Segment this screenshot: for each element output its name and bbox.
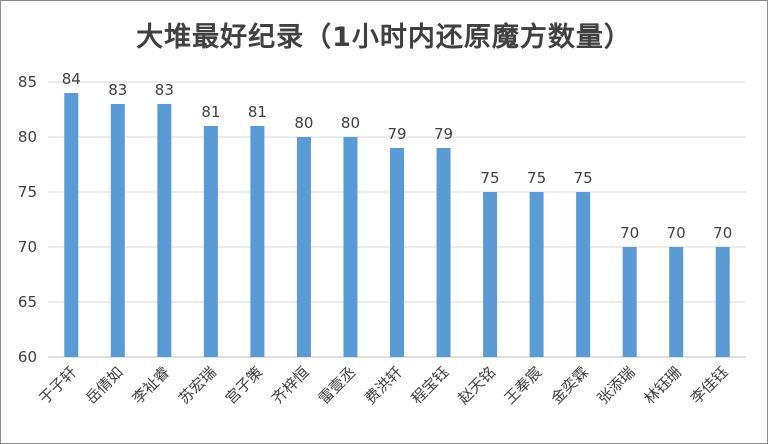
data-label: 81 xyxy=(248,103,267,121)
y-tick-label: 60 xyxy=(18,348,37,366)
data-label: 75 xyxy=(574,169,593,187)
data-label: 79 xyxy=(387,125,406,143)
bar xyxy=(296,137,311,357)
data-label: 80 xyxy=(294,114,313,132)
bar xyxy=(110,104,125,357)
y-tick-label: 70 xyxy=(18,238,37,256)
data-label: 70 xyxy=(713,224,732,242)
data-label: 79 xyxy=(434,125,453,143)
y-axis-ticks: 60 65 70 75 80 85 xyxy=(18,73,37,366)
y-tick-label: 80 xyxy=(18,128,37,146)
x-category-label: 程宝钰 xyxy=(408,363,453,408)
data-label: 70 xyxy=(620,224,639,242)
bar xyxy=(529,192,544,357)
x-category-label: 宫子策 xyxy=(222,363,267,408)
bar xyxy=(203,126,218,357)
data-label: 80 xyxy=(341,114,360,132)
x-category-label: 费洪轩 xyxy=(361,363,406,408)
data-label: 84 xyxy=(62,70,81,88)
bar xyxy=(250,126,265,357)
bar xyxy=(483,192,498,357)
x-category-label: 李佳钰 xyxy=(687,363,732,408)
data-label: 83 xyxy=(155,81,174,99)
bar xyxy=(390,148,404,357)
data-label: 75 xyxy=(527,169,546,187)
bar xyxy=(669,247,684,357)
bar xyxy=(64,93,79,357)
x-category-label: 赵天铭 xyxy=(454,363,499,408)
x-category-label: 岳倩如 xyxy=(82,363,127,408)
data-label: 81 xyxy=(201,103,220,121)
bar xyxy=(436,148,451,357)
y-tick-label: 85 xyxy=(18,73,37,91)
x-category-label: 雷壹丞 xyxy=(315,363,360,408)
bar xyxy=(622,247,637,357)
y-tick-label: 65 xyxy=(18,293,37,311)
bar xyxy=(576,192,591,357)
data-label: 70 xyxy=(667,224,686,242)
y-tick-label: 75 xyxy=(18,183,37,201)
x-axis-labels: 于子轩 岳倩如 李祉睿 苏宏瑞 宫子策 齐梓恒 雷壹丞 费洪轩 程宝钰 赵天铭 王奉宸 金奕霖 张添瑞林… xyxy=(36,363,732,408)
chart-title: 大堆最好纪录（1小时内还原魔方数量） xyxy=(136,22,632,53)
data-label: 83 xyxy=(108,81,127,99)
bar xyxy=(715,247,730,357)
bars xyxy=(64,93,730,357)
data-label: 75 xyxy=(481,169,500,187)
x-category-label: 苏宏瑞 xyxy=(175,363,220,408)
x-category-label: 林钰珊 xyxy=(640,363,685,408)
x-category-label: 李祉睿 xyxy=(129,363,174,408)
x-category-label: 王奉宸 xyxy=(501,363,546,408)
x-category-label: 张添瑞 xyxy=(594,363,639,408)
x-category-label: 于子轩 xyxy=(36,363,81,408)
x-category-label: 齐梓恒 xyxy=(268,363,313,408)
data-labels: 84 83 83 81 81 80 80 79 79 75 75 75 70 70 70 xyxy=(62,70,733,242)
bar xyxy=(157,104,172,357)
bar xyxy=(343,137,358,357)
x-category-label: 金奕霖 xyxy=(547,363,592,408)
